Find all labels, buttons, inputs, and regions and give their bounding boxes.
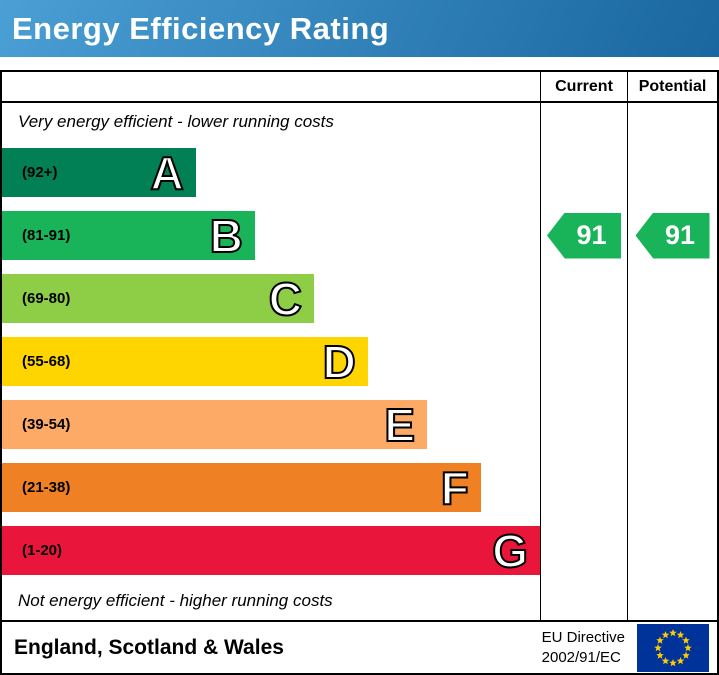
band-range: (81-91)	[22, 227, 71, 244]
table-header-row: Current Potential	[2, 72, 717, 103]
band-bar: (69-80) C	[2, 272, 315, 325]
band-bar: (1-20) G	[2, 526, 540, 575]
band-letter: C	[268, 272, 303, 325]
current-column-header: Current	[540, 72, 627, 101]
band-bar: (81-91) B	[2, 211, 255, 260]
band-bar: (55-68) D	[2, 337, 368, 386]
band-range: (39-54)	[22, 416, 71, 433]
band-bar: (21-38) F	[2, 463, 481, 512]
rating-indicator: 91	[547, 212, 621, 259]
band-letter: F	[440, 461, 470, 514]
potential-cell: 91	[627, 204, 717, 267]
band-letter: B	[209, 209, 244, 262]
current-cell	[540, 393, 627, 456]
band-row: (21-38) F	[2, 456, 717, 519]
band-row: (1-20) G	[2, 519, 717, 582]
rating-indicator: 91	[635, 212, 710, 259]
band-letter: G	[491, 524, 529, 577]
footer: England, Scotland & Wales EU Directive 2…	[0, 622, 719, 675]
header-spacer	[2, 72, 540, 101]
potential-cell	[627, 519, 717, 582]
current-cell	[540, 456, 627, 519]
current-cell	[540, 519, 627, 582]
band-range: (55-68)	[22, 353, 71, 370]
banner: Energy Efficiency Rating	[0, 0, 719, 57]
eu-directive-label: EU Directive 2002/91/EC	[542, 628, 625, 667]
potential-column-header: Potential	[627, 72, 717, 101]
current-cell	[540, 330, 627, 393]
band-range: (92+)	[22, 164, 58, 181]
top-note-row: Very energy efficient - lower running co…	[2, 103, 717, 141]
current-cell: 91	[540, 204, 627, 267]
band-range: (21-38)	[22, 479, 71, 496]
band-bar: (92+) A	[2, 148, 196, 197]
band-row: (81-91) B 91 91	[2, 204, 717, 267]
band-row: (69-80) C	[2, 267, 717, 330]
potential-cell	[627, 456, 717, 519]
band-range: (69-80)	[22, 290, 71, 307]
band-row: (55-68) D	[2, 330, 717, 393]
band-letter: E	[383, 398, 416, 451]
rating-table: Current Potential Very energy efficient …	[0, 70, 719, 622]
potential-cell	[627, 393, 717, 456]
current-cell	[540, 141, 627, 204]
current-cell	[540, 267, 627, 330]
top-note: Very energy efficient - lower running co…	[18, 112, 334, 131]
region-label: England, Scotland & Wales	[14, 635, 284, 659]
eu-directive-line1: EU Directive	[541, 629, 625, 646]
band-letter: D	[322, 335, 357, 388]
band-letter: A	[149, 146, 184, 199]
potential-cell	[627, 330, 717, 393]
band-bar: (39-54) E	[2, 398, 428, 451]
potential-cell	[627, 141, 717, 204]
rating-value: 91	[576, 220, 607, 250]
page-title: Energy Efficiency Rating	[12, 10, 390, 46]
bottom-note-row: Not energy efficient - higher running co…	[2, 582, 717, 620]
band-row: (92+) A	[2, 141, 717, 204]
potential-cell	[627, 267, 717, 330]
eu-directive-line2: 2002/91/EC	[541, 648, 621, 666]
band-range: (1-20)	[22, 542, 63, 559]
bottom-note: Not energy efficient - higher running co…	[18, 591, 333, 610]
eu-flag-icon	[637, 623, 709, 672]
bands-container: (92+) A (81-91) B 91 91 (69-80) C	[2, 141, 717, 582]
rating-value: 91	[664, 220, 696, 250]
band-row: (39-54) E	[2, 393, 717, 456]
